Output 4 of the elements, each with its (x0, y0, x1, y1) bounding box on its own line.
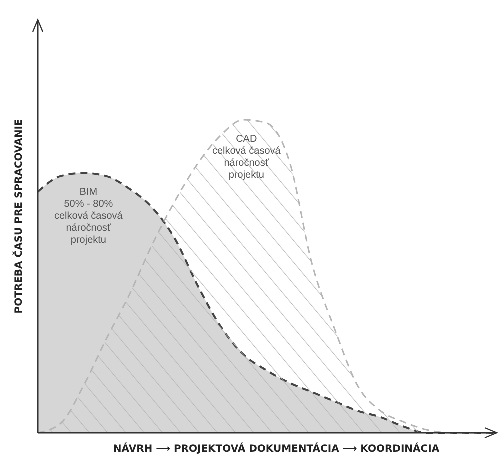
annotation: CAD celková časová náročnosť projektu (212, 134, 282, 181)
x-axis-title: NÁVRH ⟶ PROJEKTOVÁ DOKUMENTÁCIA ⟶ KOORDINÁCIA (113, 442, 440, 455)
y-axis-title: POTREBA ČASU PRE SPRACOVANIE (12, 119, 25, 314)
annotation: BIM 50% - 80% celková časová náročnosť projektu (54, 187, 124, 246)
